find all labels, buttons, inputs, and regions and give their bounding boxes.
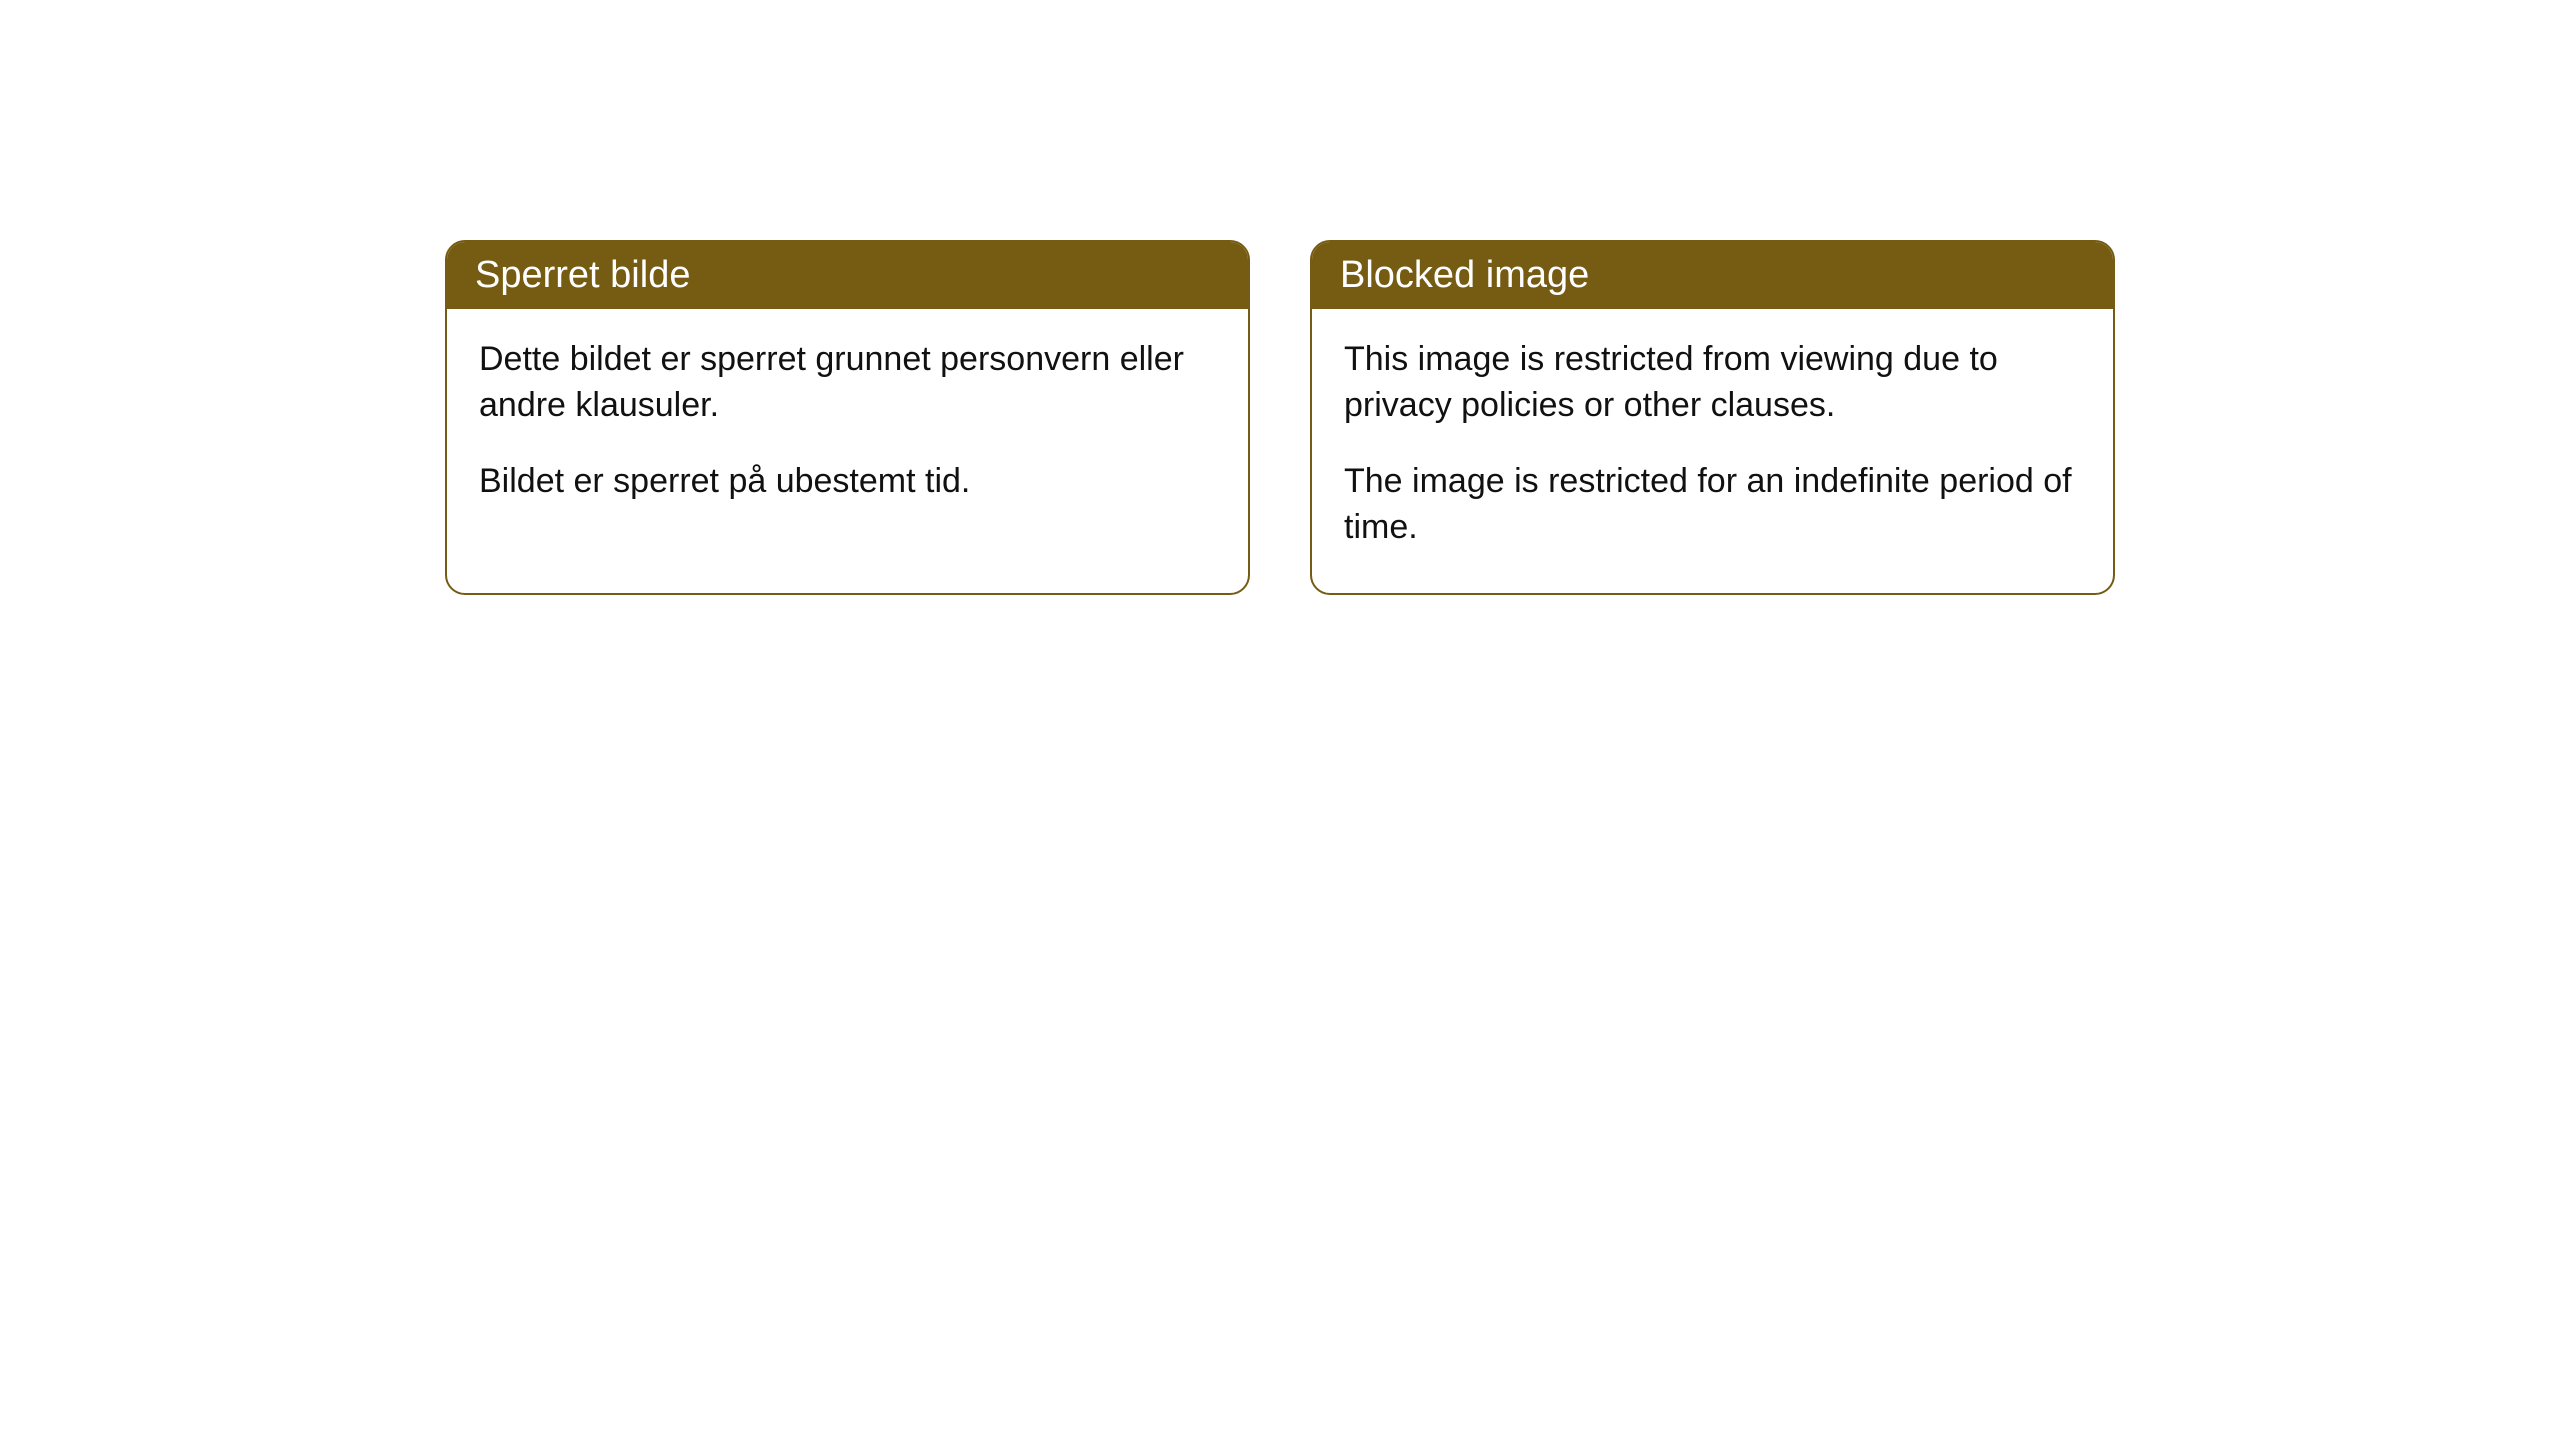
card-paragraph-2: The image is restricted for an indefinit… xyxy=(1344,459,2081,551)
card-paragraph-1: Dette bildet er sperret grunnet personve… xyxy=(479,337,1216,429)
card-body-norwegian: Dette bildet er sperret grunnet personve… xyxy=(447,309,1248,547)
card-paragraph-2: Bildet er sperret på ubestemt tid. xyxy=(479,459,1216,505)
card-header-norwegian: Sperret bilde xyxy=(447,242,1248,309)
card-header-english: Blocked image xyxy=(1312,242,2113,309)
blocked-image-notices: Sperret bilde Dette bildet er sperret gr… xyxy=(445,240,2115,595)
blocked-image-card-norwegian: Sperret bilde Dette bildet er sperret gr… xyxy=(445,240,1250,595)
card-paragraph-1: This image is restricted from viewing du… xyxy=(1344,337,2081,429)
blocked-image-card-english: Blocked image This image is restricted f… xyxy=(1310,240,2115,595)
card-title: Sperret bilde xyxy=(475,254,690,296)
card-body-english: This image is restricted from viewing du… xyxy=(1312,309,2113,593)
card-title: Blocked image xyxy=(1340,254,1589,296)
